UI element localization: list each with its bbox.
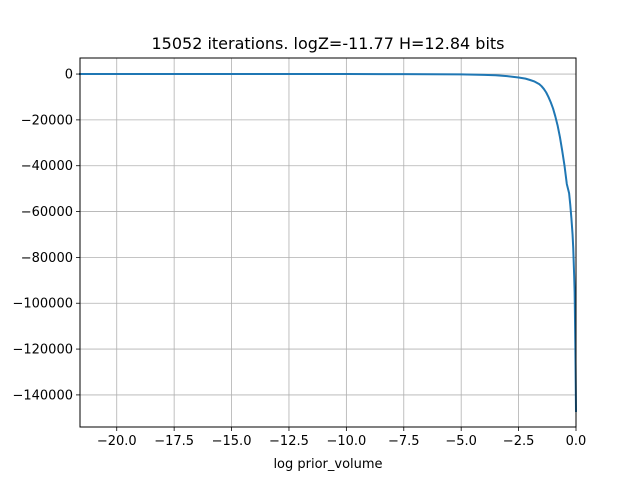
x-tick-label: −15.0 <box>212 434 252 449</box>
x-tick-label: −20.0 <box>97 434 137 449</box>
y-tick-label: −40000 <box>21 159 73 174</box>
x-tick-label: −10.0 <box>326 434 366 449</box>
x-tick-label: −12.5 <box>269 434 309 449</box>
x-tick-label: −17.5 <box>154 434 194 449</box>
y-tick-label: −100000 <box>12 297 73 312</box>
x-tick-label: −5.0 <box>445 434 477 449</box>
x-tick-label: 0.0 <box>566 434 587 449</box>
y-tick-label: −120000 <box>12 343 73 358</box>
y-tick-label: −20000 <box>21 113 73 128</box>
x-tick-label: −2.5 <box>503 434 535 449</box>
series-layer <box>79 73 578 412</box>
x-axis: −20.0 −17.5 −15.0 −12.5 −10.0 −7.5 −5.0 −2.5 0.0 <box>97 427 587 449</box>
y-tick-label: −60000 <box>21 205 73 220</box>
y-tick-label: 0 <box>65 68 73 83</box>
plot-frame <box>79 57 577 428</box>
y-axis: 0 −20000 −40000 −60000 −80000 −100000 −120000 −… <box>12 68 80 403</box>
chart-title: 15052 iterations. logZ=-11.77 H=12.84 bi… <box>151 34 504 53</box>
x-axis-label: log prior_volume <box>273 457 382 472</box>
y-tick-label: −140000 <box>12 388 73 403</box>
grid <box>80 58 577 427</box>
series-line <box>79 73 578 412</box>
x-tick-label: −7.5 <box>388 434 420 449</box>
y-tick-label: −80000 <box>21 251 73 266</box>
